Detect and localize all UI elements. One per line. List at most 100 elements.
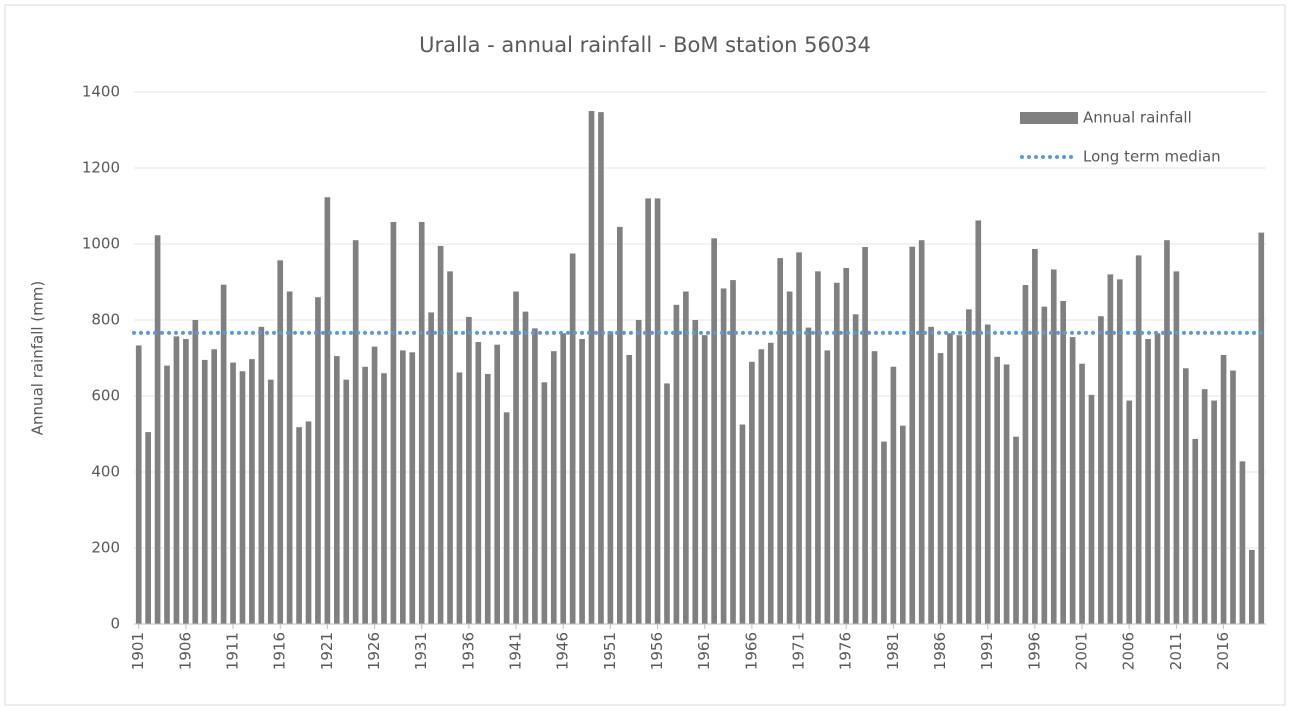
legend-swatch — [1020, 112, 1078, 124]
y-tick-label: 400 — [91, 463, 120, 481]
bar — [1192, 438, 1199, 624]
bar — [390, 221, 397, 624]
bar — [635, 320, 642, 624]
bar — [239, 371, 246, 624]
bar — [673, 304, 680, 624]
bar — [579, 339, 585, 624]
x-tick-label: 1991 — [978, 632, 996, 670]
bar — [1079, 363, 1085, 624]
bar — [928, 326, 934, 624]
bar — [296, 427, 302, 624]
bar — [730, 280, 736, 624]
bar — [1126, 400, 1133, 624]
x-tick-label: 1951 — [601, 632, 619, 670]
bar — [192, 320, 199, 624]
bar — [692, 320, 699, 624]
bar — [881, 441, 887, 624]
bar — [1164, 240, 1170, 624]
bar — [249, 359, 255, 624]
bar — [277, 260, 284, 624]
bar — [1258, 232, 1265, 624]
bar — [541, 382, 548, 624]
bar — [777, 258, 784, 624]
x-tick-label: 1941 — [507, 632, 525, 670]
x-tick-label: 1916 — [271, 632, 289, 670]
bar — [1088, 394, 1095, 624]
bar — [598, 112, 604, 624]
bar — [484, 373, 491, 624]
bar — [711, 238, 717, 625]
x-tick-label: 1976 — [837, 632, 855, 670]
bar — [135, 345, 142, 624]
x-tick-label: 1971 — [790, 632, 808, 670]
x-tick-label: 1966 — [742, 632, 760, 670]
bar — [1154, 333, 1161, 624]
bar — [1022, 285, 1029, 624]
bar — [899, 425, 906, 624]
bar — [258, 326, 265, 624]
bar — [616, 226, 623, 624]
y-tick-label: 1400 — [82, 83, 120, 101]
bar — [909, 246, 916, 624]
bar — [1239, 461, 1246, 624]
bar — [362, 366, 368, 624]
bar — [701, 335, 708, 624]
bar — [937, 353, 944, 624]
bar — [767, 342, 774, 624]
bar — [475, 342, 482, 624]
bar — [815, 271, 821, 624]
bar — [343, 379, 350, 624]
bar — [786, 291, 793, 624]
bar — [267, 379, 274, 624]
bar — [400, 350, 406, 624]
x-tick-label: 1906 — [176, 632, 194, 670]
bar — [447, 271, 453, 624]
legend-label: Long term median — [1083, 148, 1221, 166]
bar — [956, 335, 963, 624]
x-tick-label: 1911 — [224, 632, 242, 670]
x-tick-label: 2006 — [1120, 632, 1138, 670]
bar — [418, 221, 425, 624]
bar — [890, 366, 897, 624]
y-tick-label: 600 — [91, 387, 120, 405]
bar — [833, 282, 840, 624]
bar — [154, 235, 161, 624]
y-tick-label: 1200 — [82, 159, 120, 177]
bar — [1032, 248, 1038, 624]
bar — [333, 356, 340, 624]
bar — [560, 333, 567, 624]
x-tick-label: 1996 — [1025, 632, 1043, 670]
bar — [1145, 339, 1151, 624]
bar — [1173, 271, 1180, 624]
bar — [588, 111, 595, 624]
bar — [1041, 306, 1048, 624]
x-tick-label: 2011 — [1167, 632, 1185, 670]
bar — [164, 365, 170, 624]
bar — [645, 198, 651, 624]
bar — [503, 412, 510, 624]
bar — [1013, 436, 1019, 624]
bar — [409, 352, 416, 624]
bar — [381, 373, 387, 624]
bar — [1069, 337, 1076, 624]
bar — [683, 291, 689, 624]
bar — [352, 240, 359, 624]
bar — [201, 359, 208, 624]
bar — [286, 291, 293, 624]
bar — [975, 220, 982, 624]
bar — [532, 328, 538, 624]
bar — [1003, 364, 1010, 624]
bar — [1098, 316, 1104, 624]
bar — [966, 309, 972, 624]
bar — [522, 311, 529, 624]
bar — [371, 346, 378, 624]
bar — [173, 336, 180, 624]
bar — [654, 198, 661, 624]
bar — [607, 331, 614, 624]
bar — [852, 314, 859, 624]
x-tick-label: 1921 — [318, 632, 336, 670]
bar — [1107, 274, 1114, 624]
bar — [871, 351, 878, 624]
bar — [1060, 301, 1067, 624]
x-tick-label: 1926 — [365, 632, 383, 670]
